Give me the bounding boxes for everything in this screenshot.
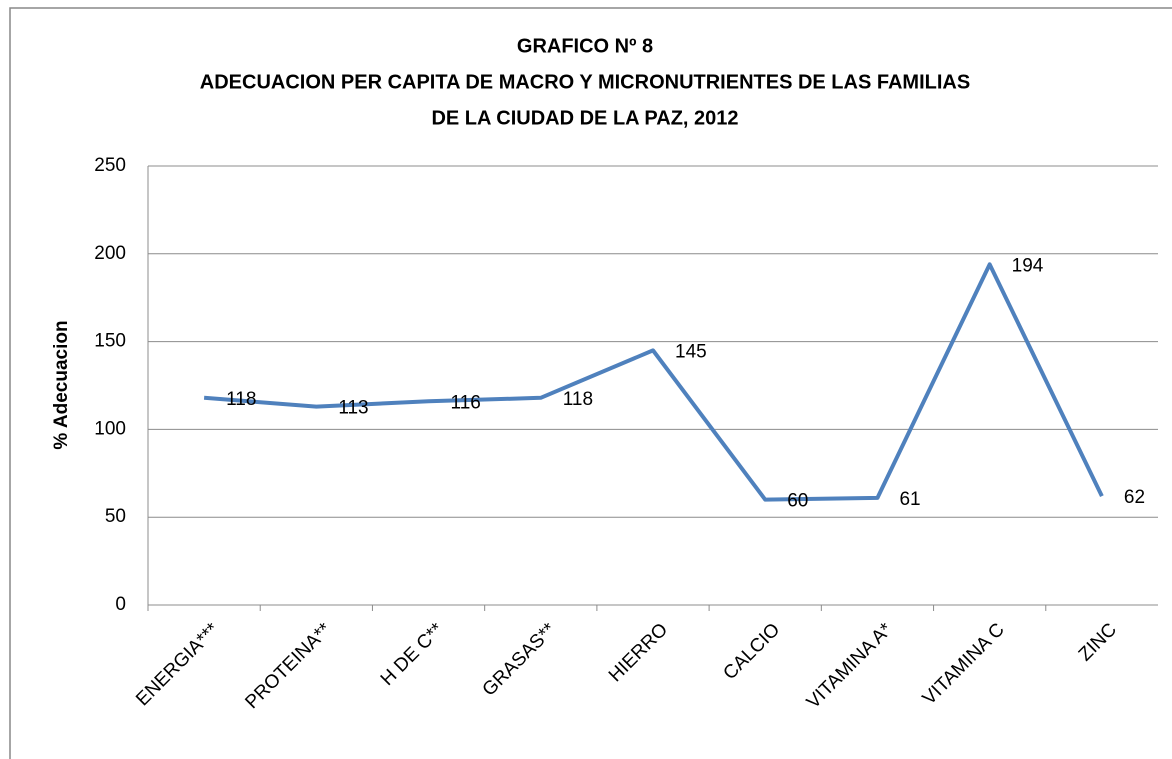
y-tick-label: 250 — [94, 155, 126, 176]
data-label: 60 — [787, 491, 808, 512]
data-label: 62 — [1124, 487, 1145, 508]
y-tick-label: 150 — [94, 331, 126, 352]
chart-title: ADECUACION PER CAPITA DE MACRO Y MICRONU… — [200, 71, 970, 93]
data-label: 118 — [563, 389, 593, 410]
data-line — [203, 262, 1104, 502]
data-label: 145 — [675, 341, 707, 362]
y-tick-label: 50 — [105, 506, 126, 527]
y-tick-label: 100 — [94, 418, 126, 439]
chart-title: GRAFICO Nº 8 — [517, 35, 653, 57]
y-tick-label: 0 — [115, 594, 126, 615]
data-label: 113 — [338, 398, 368, 419]
y-axis-label: % Adecuacion — [51, 320, 72, 449]
chart-frame — [9, 7, 1172, 759]
chart-title: DE LA CIUDAD DE LA PAZ, 2012 — [431, 107, 738, 129]
data-label: 116 — [451, 392, 481, 413]
data-label: 118 — [226, 389, 256, 410]
data-label: 61 — [899, 489, 920, 510]
y-tick-label: 200 — [94, 243, 126, 264]
data-label: 194 — [1012, 255, 1044, 276]
